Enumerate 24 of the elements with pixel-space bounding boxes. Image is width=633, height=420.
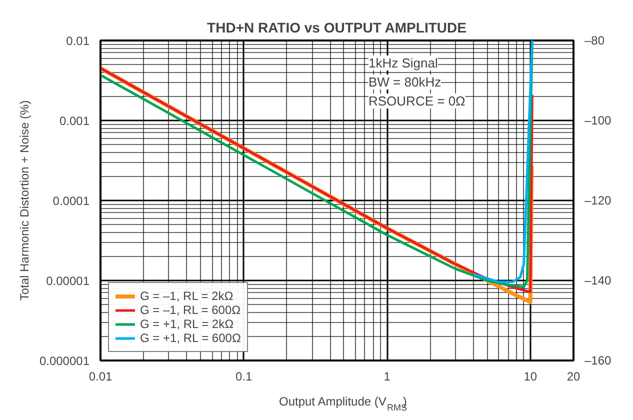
x-tick-label: 10 — [524, 370, 538, 384]
y-tick-label: 0.0001 — [52, 194, 90, 208]
y2-tick-label: –100 — [584, 114, 612, 128]
x-tick-label: 1 — [384, 370, 391, 384]
y-axis-title: Total Harmonic Distortion + Noise (%) — [17, 100, 32, 301]
y-tick-label: 0.01 — [66, 34, 90, 48]
x-tick-label: 0.01 — [88, 370, 113, 384]
chart-title: THD+N RATIO vs OUTPUT AMPLITUDE — [207, 20, 466, 36]
y2-tick-label: –120 — [584, 194, 612, 208]
annotation: 1kHz Signal — [368, 56, 438, 70]
legend-label: G = –1, RL = 600Ω — [140, 303, 241, 317]
y2-tick-label: –160 — [584, 354, 612, 368]
y-tick-label: 0.001 — [59, 114, 90, 128]
y2-tick-label: –140 — [584, 274, 612, 288]
x-tick-label: 20 — [566, 370, 580, 384]
y2-tick-label: –80 — [584, 34, 605, 48]
y-tick-label: 0.000001 — [39, 354, 90, 368]
annotation: RSOURCE = 0Ω — [368, 94, 466, 108]
legend-label: G = +1, RL = 2kΩ — [140, 317, 234, 331]
x-tick-label: 0.1 — [235, 370, 252, 384]
annotation: BW = 80kHz — [368, 74, 442, 90]
y-tick-label: 0.00001 — [46, 274, 90, 288]
legend-label: G = +1, RL = 600Ω — [140, 331, 241, 345]
legend-label: G = –1, RL = 2kΩ — [140, 289, 234, 303]
